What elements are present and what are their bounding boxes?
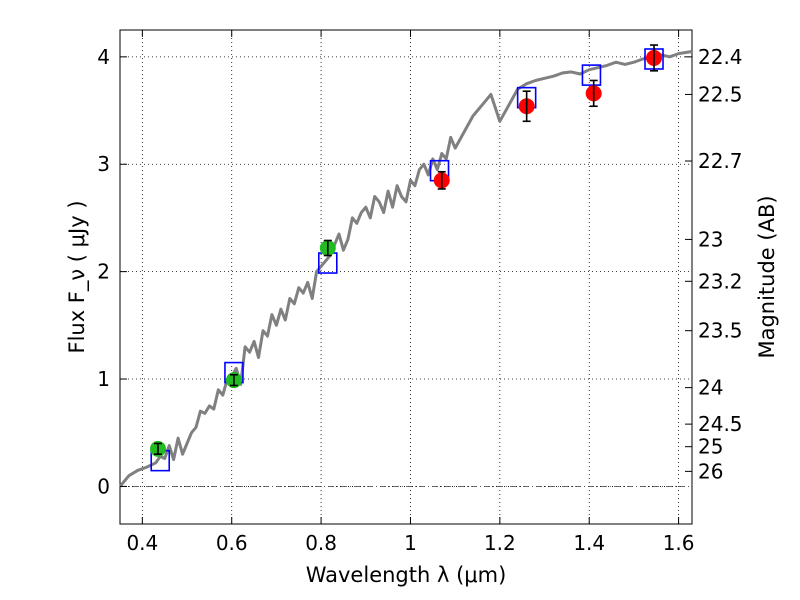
grid-lines bbox=[120, 30, 692, 524]
plot-area bbox=[119, 29, 693, 525]
x-tick-label: 1.2 bbox=[484, 531, 516, 555]
model-photometry-marker bbox=[581, 64, 602, 86]
y2-tick-label: 23 bbox=[698, 227, 723, 251]
y-tick-label: 1 bbox=[97, 367, 110, 391]
y2-tick-label: 22.4 bbox=[698, 45, 743, 69]
spectrum-line bbox=[118, 50, 693, 488]
y2-tick-label: 24.5 bbox=[698, 412, 743, 436]
y2-tick-label: 24 bbox=[698, 376, 723, 400]
y2-tick-label: 22.5 bbox=[698, 82, 743, 106]
y-tick-label: 2 bbox=[97, 260, 110, 284]
y2-tick-label: 23.5 bbox=[698, 319, 743, 343]
x-tick-label: 0.4 bbox=[126, 531, 158, 555]
y2-tick-label: 25 bbox=[698, 435, 723, 459]
y-tick-label: 3 bbox=[97, 152, 110, 176]
spectrum-layer bbox=[118, 50, 693, 488]
y2-axis-title: Magnitude (AB) bbox=[755, 195, 779, 358]
x-axis-title: Wavelength λ (μm) bbox=[306, 563, 507, 587]
x-tick-label: 1 bbox=[404, 531, 417, 555]
y-axis-title: Flux F_ν ( μJy ) bbox=[65, 200, 90, 353]
x-tick-label: 0.8 bbox=[305, 531, 337, 555]
y2-tick-label: 26 bbox=[698, 459, 723, 483]
y2-tick-label: 22.7 bbox=[698, 149, 743, 173]
y-tick-label: 0 bbox=[97, 474, 110, 498]
y2-tick-label: 23.2 bbox=[698, 269, 743, 293]
y-tick-label: 4 bbox=[97, 45, 110, 69]
x-tick-label: 1.6 bbox=[663, 531, 695, 555]
marker-layer bbox=[149, 44, 664, 472]
x-tick-label: 0.6 bbox=[216, 531, 248, 555]
x-tick-label: 1.4 bbox=[573, 531, 605, 555]
